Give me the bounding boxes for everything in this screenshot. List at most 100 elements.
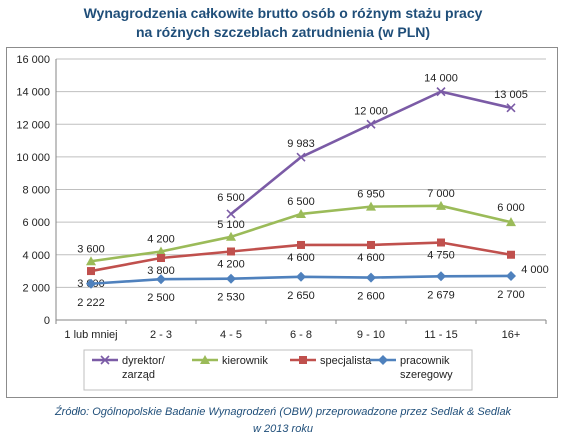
data-label: 2 500 xyxy=(147,292,175,304)
x-axis-tick-labels: 1 lub mniej 2 - 3 4 - 5 6 - 8 9 - 10 11 - 15 1… xyxy=(55,320,547,341)
y-tick-label: 10 000 xyxy=(16,152,50,164)
data-label: 4 600 xyxy=(357,252,385,264)
data-label: 4 750 xyxy=(427,250,455,262)
series-kierownik: 3 600 4 200 5 100 6 500 6 950 7 000 6 000 xyxy=(77,188,525,266)
legend-item: dyrektor/zarząd xyxy=(92,355,166,381)
data-label: 6 500 xyxy=(217,192,245,204)
data-point-marker xyxy=(367,240,375,249)
legend-label: zarząd xyxy=(122,369,155,381)
data-point-marker xyxy=(100,355,110,365)
data-label: 4 200 xyxy=(147,233,175,245)
legend-label: szeregowy xyxy=(400,369,453,381)
x-tick-label: 1 lub mniej xyxy=(64,329,117,341)
data-point-marker xyxy=(200,355,210,364)
y-axis-tick-labels: 0 2 000 4 000 6 000 8 000 10 000 12 000 14 000 1… xyxy=(16,54,50,327)
y-tick-label: 0 xyxy=(44,315,50,327)
data-point-marker xyxy=(86,278,96,289)
data-label: 2 700 xyxy=(497,289,525,301)
legend-label: pracownik xyxy=(400,355,450,367)
y-tick-label: 16 000 xyxy=(16,54,50,66)
data-point-marker xyxy=(296,152,306,162)
x-tick-label: 6 - 8 xyxy=(290,329,312,341)
y-tick-label: 8 000 xyxy=(22,185,50,197)
data-label: 13 005 xyxy=(494,89,528,101)
data-point-marker xyxy=(226,231,236,241)
data-label: 3 800 xyxy=(147,265,175,277)
legend-label: dyrektor/ xyxy=(122,355,166,367)
legend-label: kierownik xyxy=(222,355,268,367)
data-point-marker xyxy=(227,247,235,256)
data-label: 9 983 xyxy=(287,138,315,150)
data-point-marker xyxy=(506,270,516,281)
data-point-marker xyxy=(366,272,376,283)
series-dyrektor-zarz-d: 6 500 9 983 12 000 14 000 13 005 xyxy=(217,73,528,219)
data-point-marker xyxy=(437,238,445,247)
chart-title-line-2: na różnych szczeblach zatrudnienia (w PL… xyxy=(135,24,431,40)
data-labels: 2 222 2 500 2 530 2 650 2 600 2 679 2 700 xyxy=(77,289,525,309)
data-point-marker xyxy=(86,256,96,266)
data-label: 2 679 xyxy=(427,289,455,301)
data-label: 12 000 xyxy=(354,105,388,117)
data-point-marker xyxy=(156,246,166,256)
data-point-marker xyxy=(87,267,95,276)
source-note: Źródło: Ogólnopolskie Badanie Wynagrodze… xyxy=(0,404,566,438)
data-point-marker xyxy=(296,271,306,282)
data-point-marker xyxy=(506,217,516,227)
data-label: 7 000 xyxy=(427,188,455,200)
data-point-marker xyxy=(156,274,166,285)
data-point-marker xyxy=(507,250,515,259)
data-label: 6 950 xyxy=(357,189,385,201)
data-label: 4 600 xyxy=(287,252,315,264)
data-label: 4 200 xyxy=(217,258,245,270)
data-point-marker xyxy=(157,254,165,263)
data-label: 6 500 xyxy=(287,196,315,208)
data-labels: 3 600 4 200 5 100 6 500 6 950 7 000 6 000 xyxy=(77,188,525,255)
data-label: 3 600 xyxy=(77,243,105,255)
legend-label: specjalista xyxy=(320,355,372,367)
x-tick-label: 4 - 5 xyxy=(220,329,242,341)
data-label: 5 100 xyxy=(217,219,245,231)
data-label: 4 000 xyxy=(521,264,549,276)
data-point-marker xyxy=(366,201,376,211)
source-line-1: Źródło: Ogólnopolskie Badanie Wynagrodze… xyxy=(54,406,512,418)
data-point-marker xyxy=(436,200,446,210)
series-pracownik-szeregowy: 2 222 2 500 2 530 2 650 2 600 2 679 2 700 xyxy=(77,270,525,309)
y-tick-label: 12 000 xyxy=(16,119,50,131)
legend-box xyxy=(83,349,473,391)
data-label: 6 000 xyxy=(497,202,525,214)
legend-item: specjalista xyxy=(290,355,372,367)
chart-title-line-1: Wynagrodzenia całkowite brutto osób o ró… xyxy=(83,5,483,21)
y-tick-label: 6 000 xyxy=(22,217,50,229)
data-point-marker xyxy=(378,355,388,365)
data-point-marker xyxy=(226,209,236,219)
data-point-marker xyxy=(506,103,516,113)
x-tick-label: 9 - 10 xyxy=(357,329,385,341)
data-label: 2 530 xyxy=(217,292,245,304)
x-tick-label: 2 - 3 xyxy=(150,329,172,341)
data-point-marker xyxy=(436,271,446,282)
source-line-2: w 2013 roku xyxy=(253,423,313,435)
data-point-marker xyxy=(296,208,306,218)
data-point-marker xyxy=(297,240,305,249)
chart-title: Wynagrodzenia całkowite brutto osób o ró… xyxy=(0,4,566,42)
data-point-marker xyxy=(366,119,376,129)
y-tick-label: 14 000 xyxy=(16,87,50,99)
x-tick-label: 16+ xyxy=(502,329,521,341)
data-label: 14 000 xyxy=(424,73,458,85)
data-label: 2 222 xyxy=(77,297,105,309)
legend-item: pracownik szeregowy xyxy=(370,355,453,381)
data-label: 2 650 xyxy=(287,290,315,302)
y-tick-label: 4 000 xyxy=(22,250,50,262)
data-labels: 6 500 9 983 12 000 14 000 13 005 xyxy=(217,73,528,204)
data-point-marker xyxy=(299,356,307,364)
y-tick-label: 2 000 xyxy=(22,282,50,294)
data-point-marker xyxy=(436,87,446,97)
data-point-marker xyxy=(226,273,236,284)
x-tick-label: 11 - 15 xyxy=(424,329,457,341)
data-label: 2 600 xyxy=(357,291,385,303)
legend-item: kierownik xyxy=(192,355,268,367)
